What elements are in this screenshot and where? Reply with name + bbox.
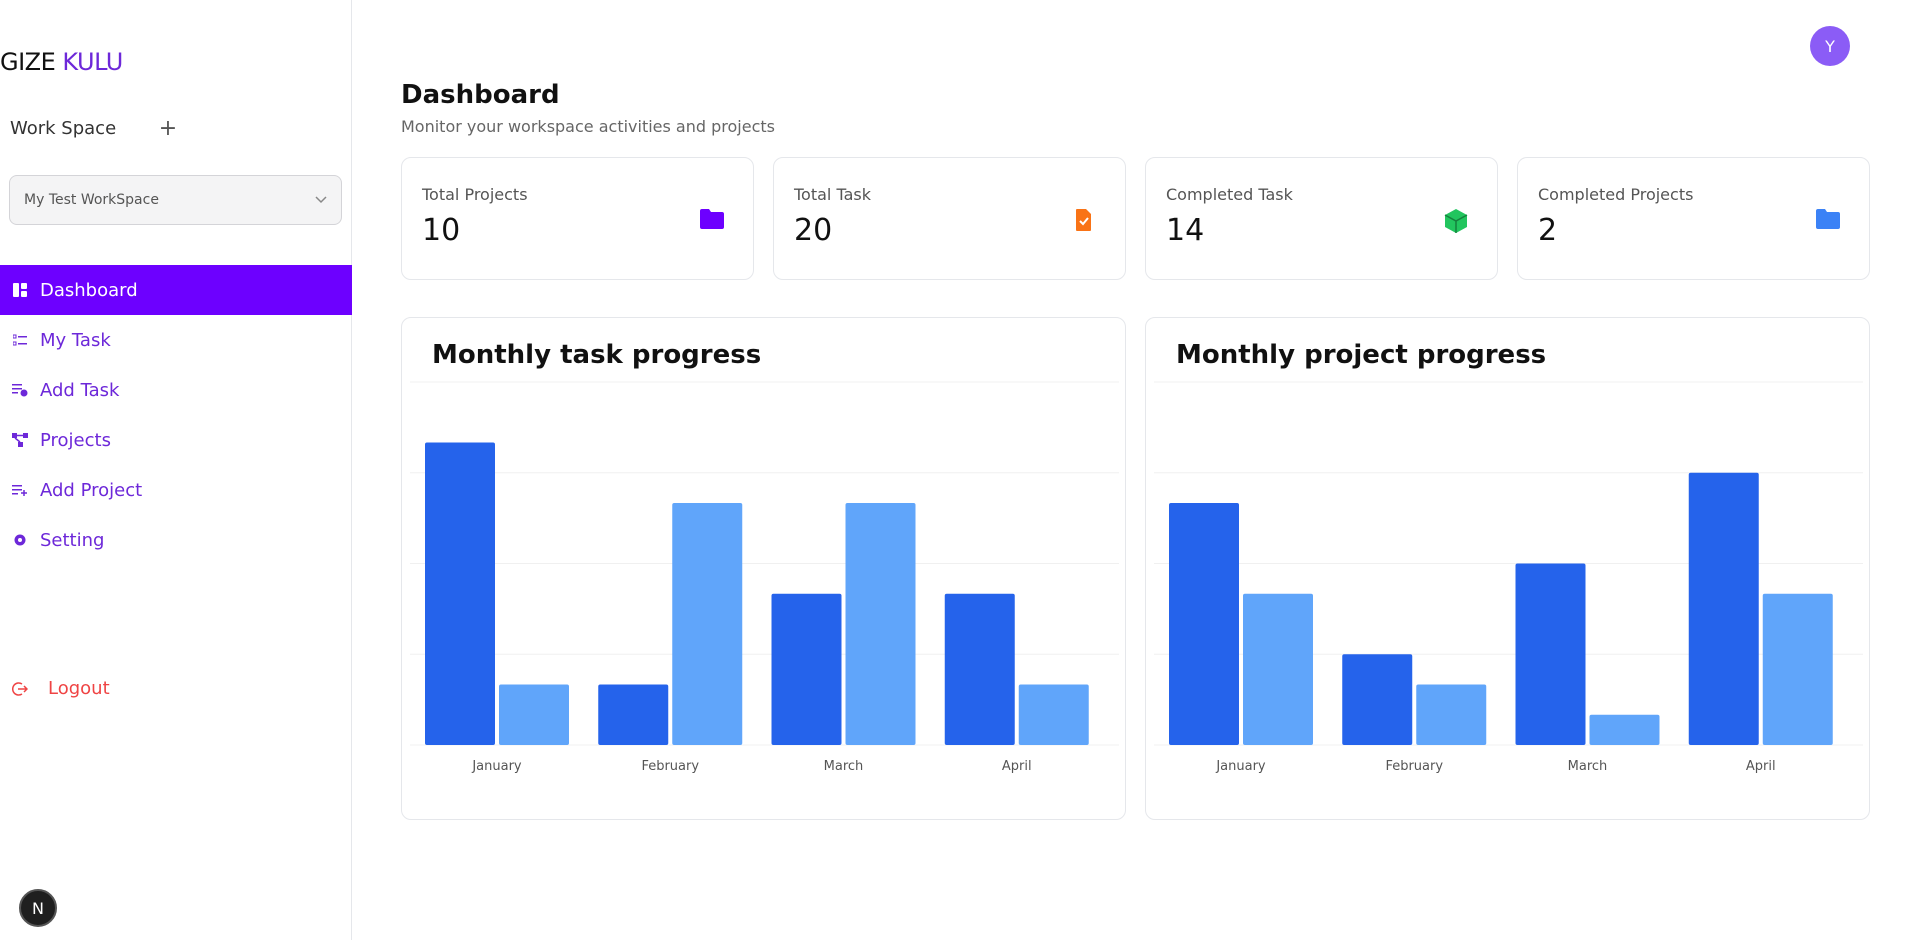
stat-label: Total Task [794, 185, 871, 204]
stat-value: 10 [422, 213, 461, 248]
bar[interactable] [425, 442, 495, 746]
main-content: Y Dashboard Monitor your workspace activ… [352, 0, 1919, 940]
sidebar-nav: Dashboard My Task Add Task Projects Add … [0, 265, 352, 565]
sidebar-item-label: Add Task [40, 379, 120, 401]
bar[interactable] [1342, 654, 1413, 745]
brand-logo: GIZE KULU [0, 48, 123, 76]
stat-value: 2 [1538, 213, 1558, 248]
file-check-icon [1071, 208, 1097, 232]
task-list-icon [12, 332, 28, 348]
x-tick-label: February [1385, 759, 1443, 774]
bar[interactable] [598, 684, 669, 746]
x-tick-label: March [1568, 759, 1608, 774]
avatar[interactable]: Y [1810, 26, 1850, 66]
folder-icon [699, 208, 725, 232]
sidebar-item-label: Projects [40, 429, 111, 451]
x-tick-label: March [824, 759, 864, 774]
stat-card-total-projects: Total Projects 10 [401, 157, 754, 280]
task-progress-chart-card: Monthly task progress January February Mar… [401, 317, 1126, 820]
dev-tools-badge[interactable]: N [19, 889, 57, 927]
dashboard-icon [12, 282, 28, 298]
sidebar-item-label: Dashboard [40, 279, 138, 301]
stat-label: Completed Projects [1538, 185, 1694, 204]
project-progress-chart-card: Monthly project progress January February… [1145, 317, 1870, 820]
x-tick-label: January [1215, 759, 1266, 774]
stat-card-total-task: Total Task 20 [773, 157, 1126, 280]
task-progress-chart: January February March April [410, 381, 1119, 774]
brand-text: GIZE [0, 48, 63, 76]
logout-icon [12, 681, 28, 697]
projects-icon [12, 432, 28, 448]
sidebar-item-setting[interactable]: Setting [0, 515, 352, 565]
add-workspace-button[interactable]: + [158, 116, 178, 141]
sidebar-item-add-project[interactable]: Add Project [0, 465, 352, 515]
project-progress-chart: January February March April [1154, 381, 1863, 774]
bar[interactable] [771, 593, 842, 745]
sidebar-item-my-task[interactable]: My Task [0, 315, 352, 365]
workspace-label: Work Space [10, 118, 117, 139]
page-subtitle: Monitor your workspace activities and pr… [401, 117, 775, 136]
x-tick-label: January [471, 759, 522, 774]
sidebar-item-label: Add Project [40, 479, 143, 501]
brand-accent-text: KULU [62, 48, 123, 76]
bar[interactable] [1416, 684, 1487, 746]
sidebar-item-add-task[interactable]: Add Task [0, 365, 352, 415]
chart-title: Monthly project progress [1176, 340, 1547, 370]
gear-icon [12, 532, 28, 548]
bar[interactable] [499, 684, 569, 746]
x-tick-label: April [1002, 759, 1032, 774]
bar[interactable] [1688, 472, 1759, 745]
stat-card-completed-projects: Completed Projects 2 [1517, 157, 1870, 280]
workspace-select[interactable]: My Test WorkSpace [9, 175, 342, 225]
logout-button[interactable]: Logout [12, 678, 110, 699]
sidebar: GIZE KULU Work Space + My Test WorkSpace… [0, 0, 352, 940]
stats-cards: Total Projects 10 Total Task 20 Complete… [401, 157, 1870, 280]
bar[interactable] [672, 503, 743, 745]
bar[interactable] [845, 503, 916, 745]
page-title: Dashboard [401, 80, 560, 110]
bar[interactable] [1762, 593, 1833, 745]
bar[interactable] [1169, 503, 1239, 745]
stat-value: 20 [794, 213, 833, 248]
chart-title: Monthly task progress [432, 340, 762, 370]
workspace-select-value: My Test WorkSpace [24, 192, 159, 208]
bar[interactable] [944, 593, 1015, 745]
bar[interactable] [1515, 563, 1586, 746]
add-task-icon [12, 382, 28, 398]
x-tick-label: February [641, 759, 699, 774]
sidebar-item-label: My Task [40, 329, 111, 351]
add-project-icon [12, 482, 28, 498]
sidebar-item-label: Setting [40, 529, 105, 551]
chevron-down-icon [315, 193, 327, 207]
x-tick-label: April [1746, 759, 1776, 774]
bar[interactable] [1243, 593, 1313, 745]
workspace-header: Work Space + [10, 116, 180, 141]
folder-icon [1815, 208, 1841, 232]
logout-label: Logout [48, 678, 110, 699]
stat-value: 14 [1166, 213, 1205, 248]
bar[interactable] [1018, 684, 1089, 746]
stat-card-completed-task: Completed Task 14 [1145, 157, 1498, 280]
stat-label: Total Projects [422, 185, 528, 204]
cube-icon [1443, 208, 1469, 233]
sidebar-item-projects[interactable]: Projects [0, 415, 352, 465]
stat-label: Completed Task [1166, 185, 1293, 204]
bar[interactable] [1589, 714, 1660, 745]
sidebar-item-dashboard[interactable]: Dashboard [0, 265, 352, 315]
